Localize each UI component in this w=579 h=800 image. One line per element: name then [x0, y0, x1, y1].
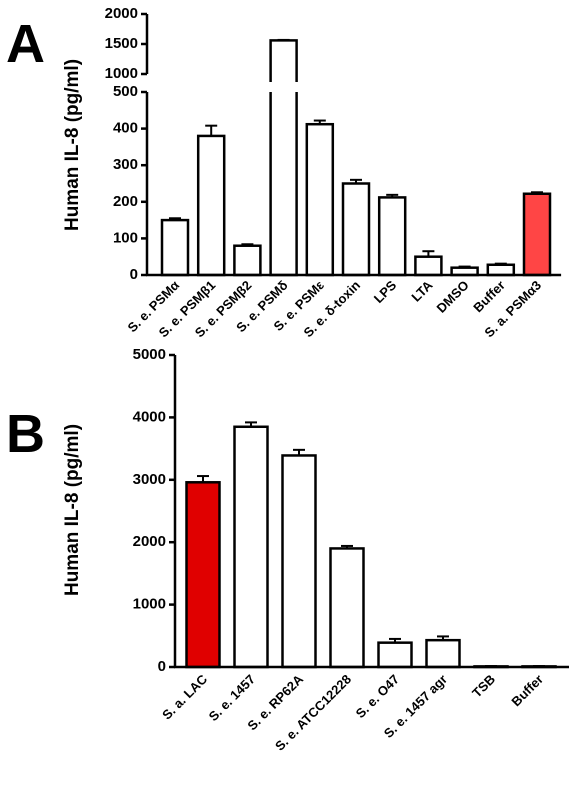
- y-tick-label: 500: [113, 83, 138, 100]
- bar: [341, 182, 371, 277]
- bar: [185, 481, 221, 669]
- bar: [425, 638, 461, 669]
- y-tick-label: 1000: [105, 65, 138, 82]
- bar: [233, 425, 269, 669]
- bar: [281, 454, 317, 669]
- bar: [329, 547, 365, 669]
- x-tick-label: DMSO: [434, 278, 472, 316]
- x-tick-label: S. e. O47: [353, 672, 402, 721]
- y-tick-label: 400: [113, 120, 138, 137]
- panel-label: B: [6, 404, 45, 464]
- y-tick-label: 2000: [133, 533, 166, 550]
- x-tick-label: LPS: [371, 277, 400, 306]
- y-tick-label: 1500: [105, 35, 138, 52]
- axis-break-gap: [137, 82, 562, 92]
- bar: [486, 263, 516, 277]
- y-axis-title: Human IL-8 (pg/ml): [62, 424, 83, 596]
- y-tick-label: 2000: [105, 5, 138, 22]
- bar: [160, 218, 190, 277]
- y-tick-label: 0: [130, 266, 138, 283]
- x-tick-label: Buffer: [508, 672, 546, 710]
- bar: [269, 39, 298, 277]
- x-tick-label: LTA: [408, 277, 436, 305]
- bar: [233, 244, 262, 277]
- bar: [305, 122, 335, 277]
- y-tick-label: 100: [113, 229, 138, 246]
- bar: [377, 196, 407, 277]
- y-tick-label: 1000: [133, 596, 166, 613]
- bar: [414, 255, 443, 277]
- panel-label: A: [6, 14, 45, 74]
- y-tick-label: 4000: [133, 408, 166, 425]
- bar: [377, 641, 413, 669]
- y-axis-title: Human IL-8 (pg/ml): [62, 59, 83, 231]
- y-tick-label: 300: [113, 156, 138, 173]
- y-tick-label: 200: [113, 193, 138, 210]
- y-tick-label: 3000: [133, 471, 166, 488]
- bar: [196, 134, 226, 277]
- x-tick-label: S. a. LAC: [159, 671, 210, 722]
- x-tick-label: TSB: [469, 672, 498, 701]
- bar: [522, 192, 552, 277]
- y-tick-label: 0: [158, 658, 166, 675]
- y-tick-label: 5000: [133, 346, 166, 363]
